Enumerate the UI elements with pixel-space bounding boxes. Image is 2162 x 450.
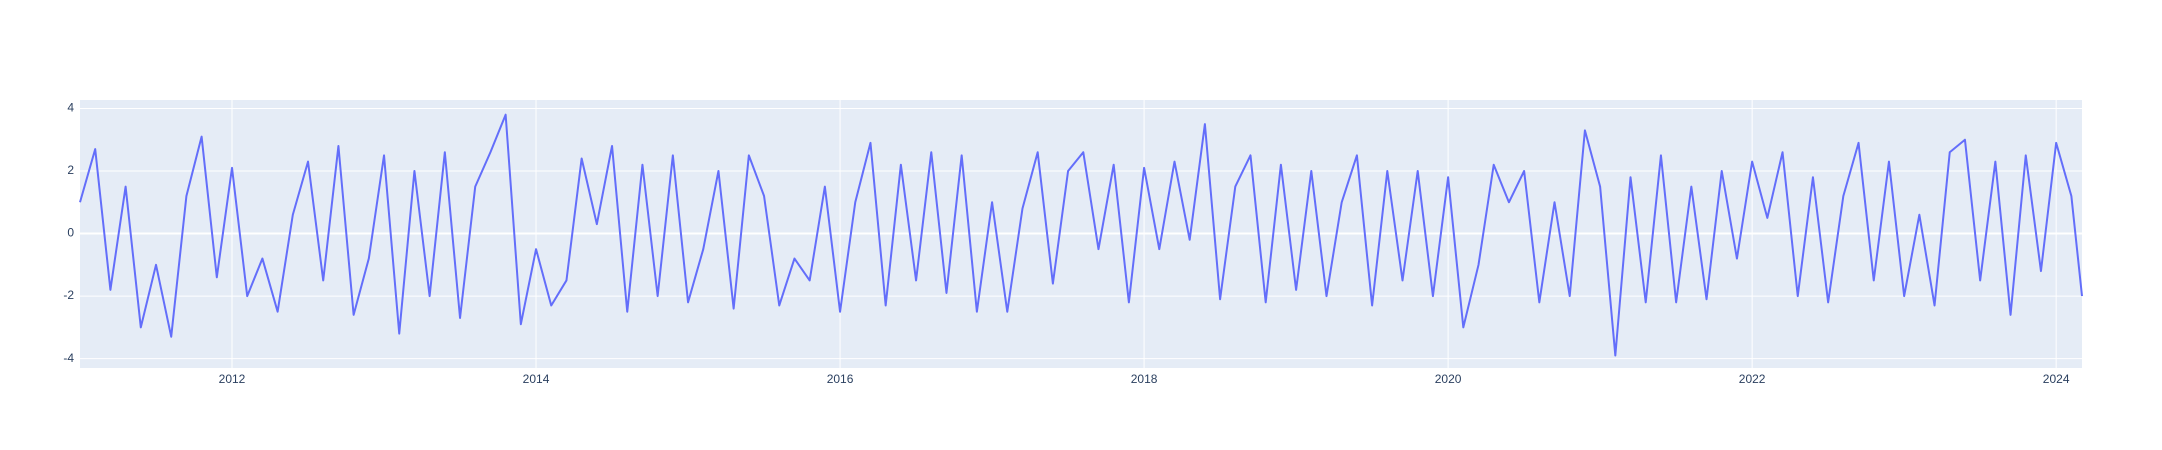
y-tick-label: 2	[67, 163, 74, 177]
x-tick-label: 2016	[827, 372, 854, 386]
data-line	[79, 113, 2083, 357]
y-tick-label: 0	[67, 226, 74, 240]
y-tick-label: -4	[63, 351, 74, 365]
x-tick-label: 2020	[1435, 372, 1462, 386]
x-tick-label: 2022	[1739, 372, 1766, 386]
x-tick-label: 2018	[1131, 372, 1158, 386]
x-tick-label: 2024	[2043, 372, 2070, 386]
x-tick-label: 2014	[523, 372, 550, 386]
y-tick-label: -2	[63, 288, 74, 302]
x-tick-label: 2012	[219, 372, 246, 386]
y-tick-label: 4	[67, 101, 74, 115]
